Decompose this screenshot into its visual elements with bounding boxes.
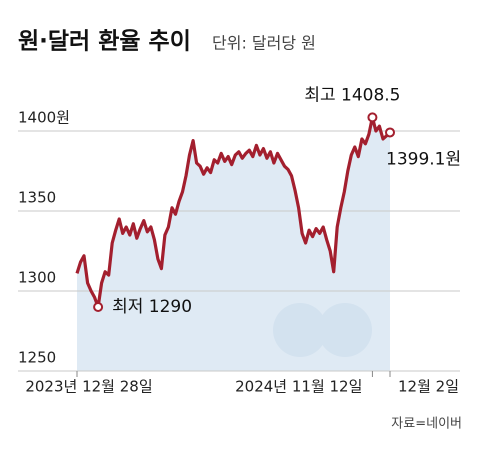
x-tick-label: 12월 2일: [398, 378, 459, 396]
source: 자료=네이버: [391, 417, 462, 432]
y-tick-label: 1350: [18, 189, 56, 207]
y-tick-label: 1300: [18, 269, 56, 287]
chart-subtitle: 단위: 달러당 원: [212, 34, 316, 53]
won-coin-icon: [273, 303, 327, 357]
dollar-coin-icon: [318, 303, 372, 357]
max-label: 최고 1408.5: [304, 85, 400, 105]
chart-title: 원·달러 환율 추이: [18, 29, 191, 55]
last-label: 1399.1원: [386, 149, 461, 169]
point-marker: [93, 302, 104, 312]
y-tick-label: 1400원: [18, 109, 70, 127]
point-marker: [367, 112, 378, 123]
min-label: 최저 1290: [112, 297, 192, 317]
x-tick-label: 2024년 11월 12일: [235, 378, 362, 396]
point-marker: [385, 127, 395, 138]
line: [75, 115, 392, 309]
x-tick-label: 2023년 12월 28일: [25, 378, 152, 396]
y-tick-label: 1250: [18, 349, 56, 367]
